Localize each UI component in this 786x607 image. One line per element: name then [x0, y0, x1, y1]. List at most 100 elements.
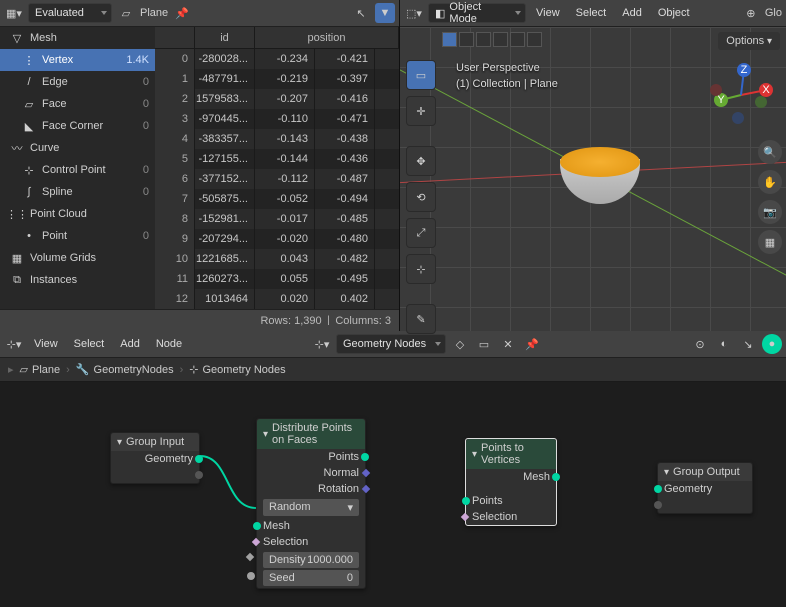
tree-item-point[interactable]: •Point0: [0, 225, 155, 247]
crumb-modifier[interactable]: 🔧 GeometryNodes: [76, 363, 174, 376]
table-row[interactable]: 7-505875...-0.052-0.494: [155, 189, 399, 209]
menu-select[interactable]: Select: [570, 7, 613, 19]
tree-item-face[interactable]: ▱Face0: [0, 93, 155, 115]
socket-mesh-out[interactable]: Mesh: [466, 469, 556, 485]
perspective-icon[interactable]: ▦: [758, 230, 782, 254]
menu-object[interactable]: Object: [652, 7, 696, 19]
tool-cursor[interactable]: ✛: [406, 96, 436, 126]
col-id[interactable]: id: [195, 27, 255, 48]
shield-icon[interactable]: ◇: [450, 334, 470, 354]
nav-gizmo[interactable]: X Y Z: [706, 60, 776, 130]
socket-mesh-in[interactable]: Mesh: [257, 518, 365, 534]
editor-type-icon[interactable]: ▦▾: [4, 3, 24, 23]
tree-item-edge[interactable]: /Edge0: [0, 71, 155, 93]
socket-points-in[interactable]: Points: [466, 493, 556, 509]
node-title: ▾ Points to Vertices: [466, 439, 556, 469]
mesh-object[interactable]: [560, 147, 640, 207]
sel-mode-2[interactable]: [459, 32, 474, 47]
tree-item-mesh[interactable]: ▽Mesh: [0, 27, 155, 49]
sel-mode-3[interactable]: [476, 32, 491, 47]
editor-type-icon[interactable]: ⊹▾: [4, 334, 24, 354]
eval-mode-dropdown[interactable]: Evaluated: [28, 3, 112, 23]
menu-node[interactable]: Node: [150, 338, 188, 350]
live-icon[interactable]: ●: [762, 334, 782, 354]
menu-view[interactable]: View: [530, 7, 566, 19]
cursor-icon[interactable]: ↖: [351, 3, 371, 23]
crumb-object[interactable]: ▱ Plane: [20, 363, 61, 376]
tool-move[interactable]: ✥: [406, 146, 436, 176]
tree-item-instances[interactable]: ⧉Instances: [0, 269, 155, 291]
sel-mode-5[interactable]: [510, 32, 525, 47]
pin-icon[interactable]: 📌: [172, 3, 192, 23]
density-field[interactable]: Density1000.000: [263, 552, 359, 568]
viewport-3d[interactable]: ⬚▾ ◧Object Mode View Select Add Object ⊕…: [400, 0, 786, 331]
nodetree-dropdown[interactable]: Geometry Nodes: [336, 334, 446, 354]
unlink-icon[interactable]: ✕: [498, 334, 518, 354]
table-row[interactable]: 9-207294...-0.020-0.480: [155, 229, 399, 249]
socket-empty[interactable]: [658, 497, 752, 513]
table-row[interactable]: 5-127155...-0.144-0.436: [155, 149, 399, 169]
orientation-icon[interactable]: ⊕: [741, 3, 761, 23]
tree-item-curve[interactable]: 〰Curve: [0, 137, 155, 159]
socket-points-out[interactable]: Points: [257, 449, 365, 465]
overlay-icon[interactable]: ◐: [714, 334, 734, 354]
editor-dup-icon[interactable]: ⊹▾: [312, 334, 332, 354]
table-row[interactable]: 4-383357...-0.143-0.438: [155, 129, 399, 149]
tree-item-spline[interactable]: ∫Spline0: [0, 181, 155, 203]
table-row[interactable]: 101221685...0.043-0.482: [155, 249, 399, 269]
menu-view[interactable]: View: [28, 338, 64, 350]
node-group-input[interactable]: ▾ Group Input Geometry: [110, 432, 200, 484]
socket-rotation-out[interactable]: Rotation: [257, 481, 365, 497]
table-row[interactable]: 1210134640.0200.402: [155, 289, 399, 309]
table-row[interactable]: 1-487791...-0.219-0.397: [155, 69, 399, 89]
socket-empty[interactable]: [111, 467, 199, 483]
node-points-to-vertices[interactable]: ▾ Points to Vertices Mesh Points Selecti…: [465, 438, 557, 526]
table-row[interactable]: 8-152981...-0.017-0.485: [155, 209, 399, 229]
table-row[interactable]: 21579583...-0.207-0.416: [155, 89, 399, 109]
arrow-icon[interactable]: ↘: [738, 334, 758, 354]
tree-item-point-cloud[interactable]: ⋮⋮Point Cloud: [0, 203, 155, 225]
object-icon[interactable]: ▱: [116, 3, 136, 23]
editor-type-icon[interactable]: ⬚▾: [404, 3, 424, 23]
table-row[interactable]: 111260273...0.055-0.495: [155, 269, 399, 289]
table-row[interactable]: 6-377152...-0.112-0.487: [155, 169, 399, 189]
tool-rotate[interactable]: ⟲: [406, 182, 436, 212]
menu-add[interactable]: Add: [114, 338, 146, 350]
socket-geometry-out[interactable]: Geometry: [111, 451, 199, 467]
zoom-icon[interactable]: 🔍: [758, 140, 782, 164]
menu-add[interactable]: Add: [616, 7, 648, 19]
pin-icon[interactable]: 📌: [522, 334, 542, 354]
menu-select[interactable]: Select: [68, 338, 111, 350]
sel-mode-4[interactable]: [493, 32, 508, 47]
node-group-output[interactable]: ▾ Group Output Geometry: [657, 462, 753, 514]
tree-item-volume-grids[interactable]: ▦Volume Grids: [0, 247, 155, 269]
tree-item-control-point[interactable]: ⊹Control Point0: [0, 159, 155, 181]
camera-icon[interactable]: 📷: [758, 200, 782, 224]
col-position[interactable]: position: [255, 27, 399, 48]
options-button[interactable]: Options ▾: [718, 32, 780, 50]
tree-item-face-corner[interactable]: ◣Face Corner0: [0, 115, 155, 137]
tree-item-vertex[interactable]: ⋮Vertex1.4K: [0, 49, 155, 71]
mode-dropdown[interactable]: ◧Object Mode: [428, 3, 526, 23]
sel-mode-1[interactable]: [442, 32, 457, 47]
snap-icon[interactable]: ⊙: [690, 334, 710, 354]
socket-geometry-in[interactable]: Geometry: [658, 481, 752, 497]
table-row[interactable]: 3-970445...-0.110-0.471: [155, 109, 399, 129]
tool-annotate[interactable]: ✎: [406, 304, 436, 334]
filter-icon[interactable]: ▼: [375, 3, 395, 23]
tool-select[interactable]: ▭: [406, 60, 436, 90]
tool-scale[interactable]: ⤢: [406, 218, 436, 248]
seed-field[interactable]: Seed0: [263, 570, 359, 586]
node-canvas[interactable]: ▾ Group Input Geometry ▾ Distribute Poin…: [0, 382, 786, 607]
node-distribute-points[interactable]: ▾ Distribute Points on Faces Points Norm…: [256, 418, 366, 589]
table-row[interactable]: 0-280028...-0.234-0.421: [155, 49, 399, 69]
pan-icon[interactable]: ✋: [758, 170, 782, 194]
crumb-tree[interactable]: ⊹ Geometry Nodes: [189, 363, 285, 376]
socket-selection-in[interactable]: Selection: [257, 534, 365, 550]
mode-dropdown[interactable]: Random▾: [263, 499, 359, 516]
socket-selection-in[interactable]: Selection: [466, 509, 556, 525]
fake-user-icon[interactable]: ▭: [474, 334, 494, 354]
socket-normal-out[interactable]: Normal: [257, 465, 365, 481]
sel-mode-6[interactable]: [527, 32, 542, 47]
tool-transform[interactable]: ⊹: [406, 254, 436, 284]
